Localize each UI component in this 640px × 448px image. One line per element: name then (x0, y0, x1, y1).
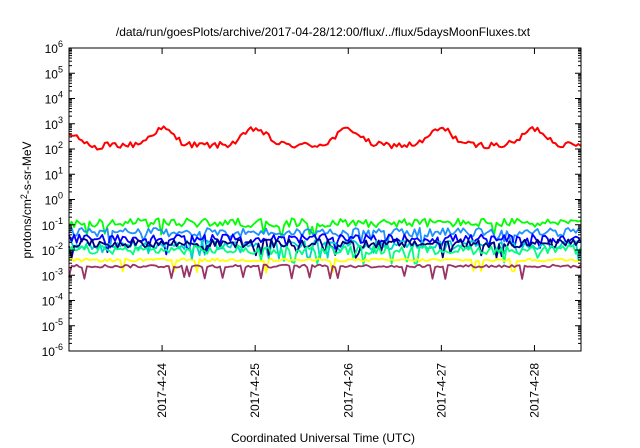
y-tick-label: 10-1 (42, 216, 63, 233)
y-tick-label: 10-6 (42, 342, 63, 359)
y-axis-title-prefix: protons/cm (20, 199, 34, 258)
y-tick-label: 104 (45, 90, 63, 107)
y-axis-title: protons/cm2-s-sr-MeV (19, 141, 34, 258)
plot-frame (68, 47, 582, 352)
y-tick-label: 100 (45, 191, 63, 208)
y-tick-label: 105 (45, 64, 63, 81)
x-axis-ticks: 2017-4-24 2017-4-25 2017-4-26 2017-4-27 2017… (155, 48, 541, 418)
series-line (68, 257, 582, 274)
y-axis-title-suffix: -s-sr-MeV (20, 141, 34, 194)
series-layer (68, 125, 582, 280)
y-tick-label: 101 (45, 165, 63, 182)
series-line (68, 125, 582, 151)
series-line (68, 263, 582, 280)
y-tick-label: 10-4 (42, 292, 63, 309)
x-tick-label: 2017-4-28 (527, 363, 541, 418)
y-tick-label: 102 (45, 140, 63, 157)
y-tick-label: 10-3 (42, 266, 63, 283)
y-axis-title-sup: 2 (19, 194, 29, 199)
x-tick-label: 2017-4-26 (341, 363, 355, 418)
y-tick-label: 10-5 (42, 317, 63, 334)
series-line (68, 233, 582, 256)
y-tick-label: 103 (45, 115, 63, 132)
y-axis-ticks: 10-6 10-5 10-4 10-3 10-2 10-1 100 101 102 103 104 1… (42, 39, 581, 359)
x-tick-label: 2017-4-25 (248, 363, 262, 418)
y-tick-label: 106 (45, 39, 63, 56)
series-line (68, 244, 582, 266)
y-tick-label: 10-2 (42, 241, 63, 258)
x-tick-label: 2017-4-24 (155, 363, 169, 418)
chart-title: /data/run/goesPlots/archive/2017-04-28/1… (116, 25, 531, 39)
series-line (68, 217, 582, 239)
x-axis-title: Coordinated Universal Time (UTC) (231, 431, 415, 445)
x-tick-label: 2017-4-27 (434, 363, 448, 418)
